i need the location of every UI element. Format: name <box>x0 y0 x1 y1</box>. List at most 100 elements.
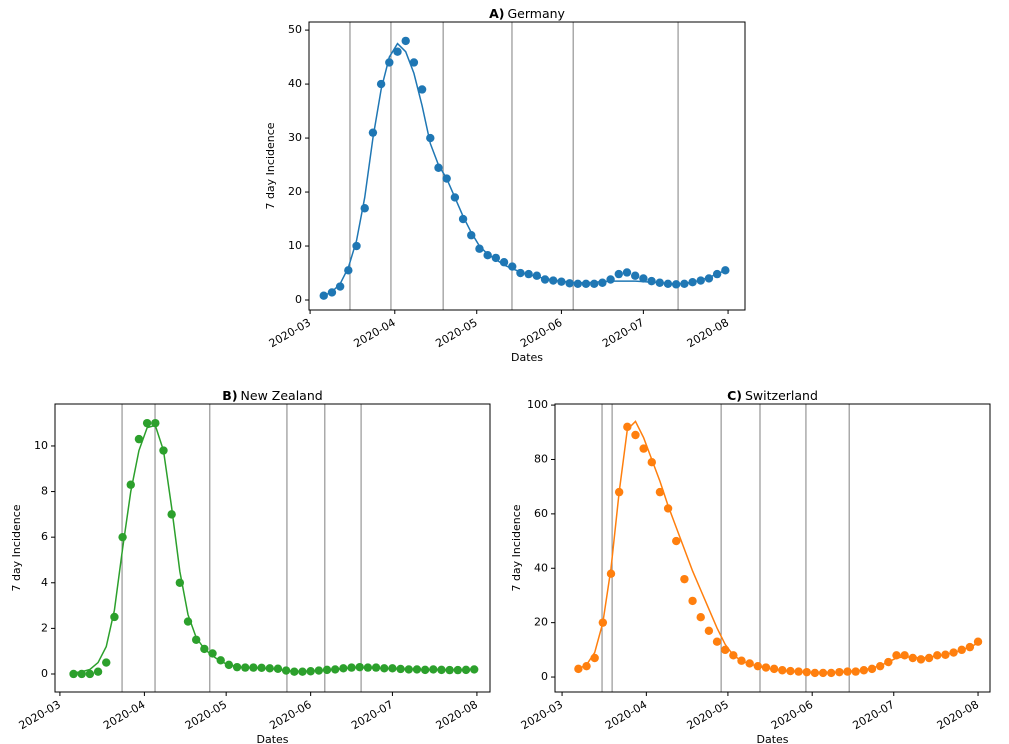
x-tick-label: 2020-08 <box>434 698 480 732</box>
y-tick-label: 30 <box>288 131 302 144</box>
data-point <box>851 667 860 676</box>
y-tick-label: 2 <box>41 621 48 634</box>
data-point <box>167 510 176 519</box>
data-point <box>631 430 640 440</box>
data-point <box>623 422 632 432</box>
y-axis-label: 7 day Incidence <box>264 122 277 209</box>
x-tick-label: 2020-03 <box>267 316 313 350</box>
data-point <box>409 58 419 67</box>
data-point <box>102 658 111 667</box>
data-point <box>483 251 492 260</box>
data-point <box>639 274 648 283</box>
fit-line <box>578 420 979 674</box>
data-point <box>622 268 632 277</box>
data-point <box>191 635 201 644</box>
panel-label: C) <box>727 388 742 403</box>
data-point <box>69 669 78 679</box>
y-tick-label: 10 <box>34 439 48 452</box>
y-axis-label: 7 day Incidence <box>10 504 23 591</box>
panel-label: B) <box>222 388 237 403</box>
x-tick-label: 2020-04 <box>603 698 649 732</box>
data-point <box>720 645 730 655</box>
title-text: Germany <box>507 6 565 21</box>
data-point <box>582 661 591 671</box>
x-tick-label: 2020-08 <box>935 698 981 732</box>
data-point <box>916 655 926 664</box>
x-tick-label: 2020-05 <box>183 698 229 732</box>
x-tick-label: 2020-06 <box>769 698 815 732</box>
data-point <box>630 271 640 280</box>
x-axis-label: Dates <box>756 733 788 744</box>
y-axis-label: 7 day Incidence <box>510 504 523 591</box>
data-point <box>655 487 665 497</box>
axes-frame <box>54 403 491 693</box>
y-tick-label: 20 <box>288 185 302 198</box>
title-text: Switzerland <box>745 388 818 403</box>
data-point <box>368 128 378 137</box>
x-tick-label: 2020-07 <box>600 316 646 350</box>
data-point <box>712 637 722 646</box>
data-point <box>126 480 135 489</box>
chart-title: C) Switzerland <box>727 388 818 403</box>
panel-label: A) <box>489 6 504 21</box>
data-point <box>85 669 95 679</box>
data-point <box>598 278 607 287</box>
y-tick-label: 20 <box>534 616 548 629</box>
data-point <box>614 269 623 279</box>
x-tick-label: 2020-08 <box>685 316 731 350</box>
data-point <box>688 596 697 606</box>
y-tick-label: 60 <box>534 507 548 520</box>
y-tick-label: 40 <box>288 77 302 90</box>
y-tick-label: 8 <box>41 485 48 498</box>
data-point <box>924 653 934 663</box>
title-text: New Zealand <box>241 388 323 403</box>
x-axis-label: Dates <box>511 351 543 364</box>
data-point <box>704 626 714 636</box>
y-tick-label: 50 <box>288 23 302 36</box>
data-point <box>672 536 681 546</box>
x-tick-label: 2020-04 <box>101 698 147 732</box>
x-tick-label: 2020-05 <box>685 698 731 732</box>
fit-line <box>73 424 475 674</box>
y-tick-label: 6 <box>41 530 48 543</box>
y-tick-label: 10 <box>288 239 302 252</box>
data-point <box>508 262 517 271</box>
data-point <box>581 279 591 289</box>
data-point <box>401 36 410 46</box>
data-point <box>491 253 501 263</box>
data-point <box>590 279 599 289</box>
data-point <box>900 651 909 660</box>
y-tick-label: 0 <box>541 670 548 683</box>
y-tick-label: 0 <box>295 293 302 306</box>
data-point <box>393 47 402 56</box>
data-point <box>475 244 484 253</box>
data-point <box>606 569 616 578</box>
x-tick-label: 2020-03 <box>17 698 63 732</box>
x-tick-label: 2020-03 <box>519 698 565 732</box>
data-point <box>565 279 574 288</box>
x-tick-label: 2020-07 <box>850 698 896 732</box>
axes-frame <box>554 403 991 693</box>
x-tick-label: 2020-05 <box>433 316 479 350</box>
x-tick-label: 2020-04 <box>351 316 397 350</box>
y-tick-label: 4 <box>41 576 48 589</box>
chart-title: A) Germany <box>489 6 565 21</box>
data-point <box>696 613 705 622</box>
x-axis-label: Dates <box>256 733 288 744</box>
data-point <box>142 418 152 428</box>
data-point <box>647 276 656 286</box>
data-point <box>573 279 583 289</box>
y-tick-label: 100 <box>527 398 548 411</box>
y-tick-label: 0 <box>41 667 48 680</box>
data-point <box>208 649 217 658</box>
data-point <box>680 574 689 584</box>
x-tick-label: 2020-07 <box>349 698 395 732</box>
data-point <box>118 532 127 542</box>
chart-title: B) New Zealand <box>222 388 322 403</box>
axes-frame <box>308 21 746 311</box>
x-tick-label: 2020-06 <box>518 316 564 350</box>
x-tick-label: 2020-06 <box>267 698 313 732</box>
data-point <box>417 85 427 94</box>
y-tick-label: 40 <box>534 561 548 574</box>
